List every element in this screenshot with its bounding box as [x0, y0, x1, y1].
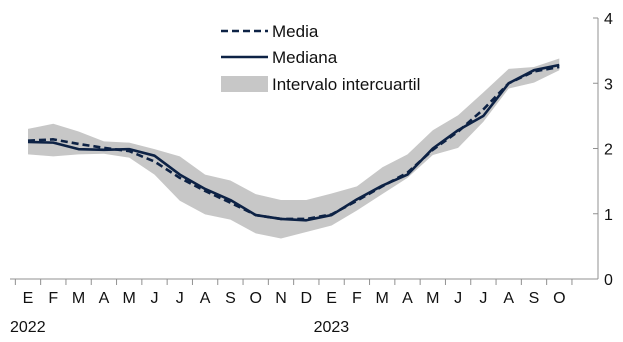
x-tick-label: A: [503, 290, 514, 307]
x-tick-label: M: [123, 290, 136, 307]
legend-label: Mediana: [272, 48, 338, 67]
x-tick-label: J: [176, 290, 184, 307]
legend-label: Media: [272, 22, 319, 41]
x-tick-label: J: [454, 290, 462, 307]
year-label: 2023: [314, 319, 350, 336]
x-tick-label: J: [479, 290, 487, 307]
x-tick-label: A: [99, 290, 110, 307]
x-tick-label: A: [402, 290, 413, 307]
x-tick-label: F: [48, 290, 58, 307]
x-tick-label: J: [151, 290, 159, 307]
y-tick-label: 0: [604, 272, 613, 289]
x-tick-label: A: [200, 290, 211, 307]
x-tick-label: M: [376, 290, 389, 307]
x-tick-label: E: [326, 290, 337, 307]
year-label: 2022: [10, 319, 46, 336]
x-tick-label: F: [352, 290, 362, 307]
series-line-mediana: [27, 63, 560, 222]
x-tick-label: S: [225, 290, 236, 307]
x-tick-label: D: [301, 290, 313, 307]
x-tick-label: E: [23, 290, 34, 307]
legend-label: Intervalo intercuartil: [272, 75, 420, 94]
y-tick-label: 1: [604, 207, 613, 224]
interquartile-band: [28, 58, 560, 239]
y-tick-label: 2: [604, 142, 613, 159]
x-tick-label: O: [553, 290, 565, 307]
legend-swatch-band: [221, 76, 268, 92]
x-tick-label: O: [249, 290, 261, 307]
y-tick-label: 3: [604, 76, 613, 93]
y-tick-label: 4: [604, 11, 613, 28]
x-tick-label: M: [426, 290, 439, 307]
x-tick-label: M: [72, 290, 85, 307]
x-tick-label: S: [529, 290, 540, 307]
x-tick-label: N: [275, 290, 287, 307]
